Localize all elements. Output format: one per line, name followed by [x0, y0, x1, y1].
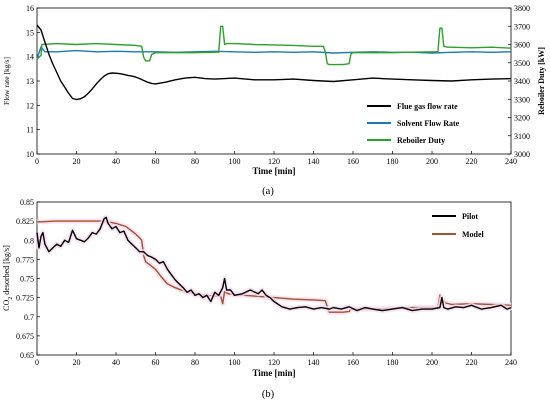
x-tick-label: 180: [387, 358, 399, 367]
x-tick-label: 100: [229, 358, 241, 367]
legend-label: Flue gas flow rate: [397, 102, 458, 111]
x-tick-label: 220: [466, 358, 478, 367]
series-line-flue-gas-flow-rate: [36, 24, 512, 101]
x-tick-label: 0: [35, 358, 39, 367]
y-tick-label: 15: [26, 28, 34, 37]
y2-tick-label: 3300: [514, 95, 530, 104]
y-tick-label: 14: [26, 53, 34, 62]
legend-label: Pilot: [462, 212, 478, 221]
y-label-b-main: CO: [2, 300, 11, 311]
x-tick-label: 60: [152, 157, 160, 166]
y2-tick-label: 3500: [514, 59, 530, 68]
x-tick-label: 140: [308, 358, 320, 367]
y-tick-label: 0.675: [16, 332, 34, 341]
y-tick-label: 13: [26, 77, 34, 86]
x-tick-label: 140: [308, 157, 320, 166]
legend-label: Reboiler Duty: [397, 136, 445, 145]
x-tick-label: 220: [466, 157, 478, 166]
y-label-b-sub: 2: [8, 297, 14, 300]
x-tick-label: 240: [505, 358, 517, 367]
y-axis-right-a: 3000 3100 3200 3300 3400 3500 3600 3700 3800: [508, 4, 530, 159]
series-line-solvent-flow-rate: [36, 46, 512, 60]
panel-label-b: (b): [262, 389, 275, 400]
y2-tick-label: 3800: [514, 4, 530, 13]
y-axis-label-b: CO2 desorbed [kg/s]: [2, 245, 14, 311]
y-label-b-rest: desorbed [kg/s]: [2, 245, 11, 297]
y-axis-left-a: 10 11 12 13 14 15 16: [26, 4, 40, 159]
x-tick-label: 240: [505, 157, 517, 166]
y-tick-label: 0.75: [20, 275, 34, 284]
y-tick-label: 0.825: [16, 217, 34, 226]
x-tick-label: 40: [112, 358, 120, 367]
x-tick-label: 60: [152, 358, 160, 367]
x-tick-label: 20: [73, 157, 81, 166]
legend-a: Flue gas flow rate Solvent Flow Rate Reboi…: [367, 102, 460, 145]
y2-tick-label: 3100: [514, 132, 530, 141]
legend-label: Solvent Flow Rate: [397, 119, 460, 128]
y2-tick-label: 3200: [514, 114, 530, 123]
y2-tick-label: 3000: [514, 150, 530, 159]
x-tick-label: 100: [229, 157, 241, 166]
x-tick-label: 0: [35, 157, 39, 166]
y2-tick-label: 3700: [514, 22, 530, 31]
x-tick-label: 120: [268, 157, 280, 166]
y-tick-label: 16: [26, 4, 34, 13]
x-axis-label-a: Time [min]: [252, 166, 295, 176]
y-axis-b: 0.65 0.675 0.7 0.725 0.75 0.775 0.8 0.825 0.85: [16, 198, 40, 360]
x-tick-label: 160: [347, 157, 359, 166]
x-tick-label: 200: [426, 358, 438, 367]
y-tick-label: 0.85: [20, 198, 34, 207]
y2-tick-label: 3400: [514, 77, 530, 86]
x-tick-label: 80: [191, 358, 199, 367]
y-tick-label: 10: [26, 150, 34, 159]
x-axis-a: 0 20 40 60 80 100 120 140 160 180 200 220 240: [35, 151, 517, 166]
chart-panel-a: 0 20 40 60 80 100 120 140 160 180 200 220 240 10 11 12…: [2, 4, 546, 197]
x-axis-b: 0 20 40 60 80 100 120 140 160 180 200 220 240: [35, 352, 517, 367]
y-tick-label: 0.725: [16, 294, 34, 303]
x-tick-label: 80: [191, 157, 199, 166]
x-tick-label: 160: [347, 358, 359, 367]
y-tick-label: 0.7: [24, 313, 34, 322]
y-axis-label-a: Flow rate [kg/s]: [2, 57, 11, 105]
legend-label: Model: [462, 230, 485, 239]
y2-tick-label: 3600: [514, 41, 530, 50]
chart-panel-b: 0 20 40 60 80 100 120 140 160 180 200 220 240 0.650.…: [2, 198, 517, 400]
series-group-a: [36, 24, 512, 101]
x-tick-label: 180: [387, 157, 399, 166]
y-tick-label: 0.8: [24, 236, 34, 245]
series-line-pilot: [36, 216, 512, 312]
x-tick-label: 40: [112, 157, 120, 166]
y-tick-label: 0.65: [20, 351, 34, 360]
y-tick-label: 0.775: [16, 255, 34, 264]
x-tick-label: 200: [426, 157, 438, 166]
y-tick-label: 12: [26, 101, 34, 110]
y2-axis-label-a: Reboiler Duty [kW]: [537, 47, 546, 115]
x-tick-label: 20: [73, 358, 81, 367]
y-tick-label: 11: [26, 126, 34, 135]
x-tick-label: 120: [268, 358, 280, 367]
legend-b: Pilot Model: [432, 212, 485, 239]
panel-label-a: (a): [262, 186, 274, 197]
x-axis-label-b: Time [min]: [252, 368, 295, 378]
series-line-reboiler-duty: [36, 25, 512, 66]
series-group-b: [34, 214, 512, 315]
